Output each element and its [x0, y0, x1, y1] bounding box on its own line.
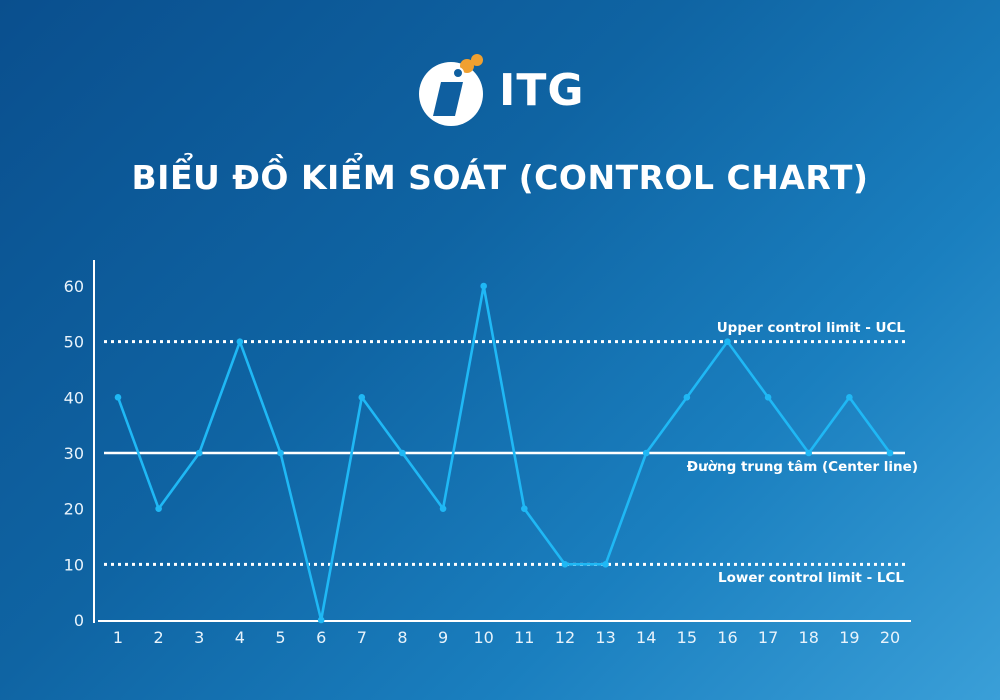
y-tick-label: 60	[64, 277, 84, 296]
x-tick-label: 1	[113, 628, 123, 647]
brand-logo: ITG	[415, 52, 585, 128]
x-tick-label: 17	[758, 628, 778, 647]
data-point	[805, 449, 813, 457]
y-tick-label: 30	[64, 444, 84, 463]
data-point	[277, 449, 284, 457]
reference-lines	[104, 340, 905, 566]
x-tick-label: 7	[357, 628, 367, 647]
x-tick-label: 4	[235, 628, 245, 647]
data-point	[236, 338, 244, 345]
data-point	[561, 561, 569, 568]
brand-name: ITG	[499, 64, 585, 116]
y-tick-label: 40	[64, 388, 84, 407]
data-point	[764, 394, 772, 401]
ucl-label: Upper control limit - UCL	[717, 320, 906, 336]
data-point	[642, 449, 650, 457]
data-point	[602, 561, 609, 568]
data-point	[521, 505, 528, 512]
y-tick-label: 20	[64, 500, 84, 519]
chart-axes	[93, 260, 911, 623]
x-tick-label: 2	[154, 628, 164, 647]
y-tick-label: 10	[64, 555, 84, 574]
x-tick-label: 11	[514, 628, 534, 647]
data-point	[886, 449, 894, 457]
x-tick-label: 13	[595, 628, 615, 647]
y-tick-label: 0	[74, 611, 84, 630]
center-line-label: Đường trung tâm (Center line)	[687, 459, 918, 475]
series-line	[116, 285, 892, 621]
x-tick-label: 15	[677, 628, 697, 647]
data-series	[114, 282, 894, 624]
data-point	[358, 394, 366, 401]
x-tick-label: 5	[275, 628, 285, 647]
annotations: Upper control limit - UCL Đường trung tâ…	[687, 320, 918, 586]
x-tick-label: 18	[799, 628, 819, 647]
data-point	[683, 394, 691, 401]
x-tick-label: 20	[880, 628, 900, 647]
y-tick-label: 50	[64, 333, 84, 352]
y-tick-labels: 0 10 20 30 40 50 60	[64, 277, 84, 630]
x-tick-label: 10	[474, 628, 494, 647]
data-point	[480, 282, 487, 290]
x-tick-label: 16	[717, 628, 737, 647]
x-tick-label: 8	[397, 628, 407, 647]
x-tick-label: 9	[438, 628, 448, 647]
itg-logo-icon	[419, 54, 483, 126]
x-tick-label: 3	[194, 628, 204, 647]
x-tick-label: 12	[555, 628, 575, 647]
data-point	[846, 394, 853, 401]
data-point	[317, 616, 325, 624]
x-tick-labels: 1 2 3 4 5 6 7 8 9 10 11 12 13 14 15 16 17 18 19 20	[113, 628, 900, 647]
data-point	[439, 505, 447, 512]
page-title: BIỂU ĐỒ KIỂM SOÁT (CONTROL CHART)	[131, 158, 869, 197]
x-tick-label: 19	[839, 628, 859, 647]
x-tick-label: 6	[316, 628, 326, 647]
data-point	[114, 394, 122, 401]
lcl-label: Lower control limit - LCL	[718, 570, 904, 586]
x-tick-label: 14	[636, 628, 656, 647]
data-point	[155, 505, 162, 512]
data-point	[195, 449, 203, 457]
data-point	[724, 338, 731, 345]
data-point	[399, 449, 406, 457]
